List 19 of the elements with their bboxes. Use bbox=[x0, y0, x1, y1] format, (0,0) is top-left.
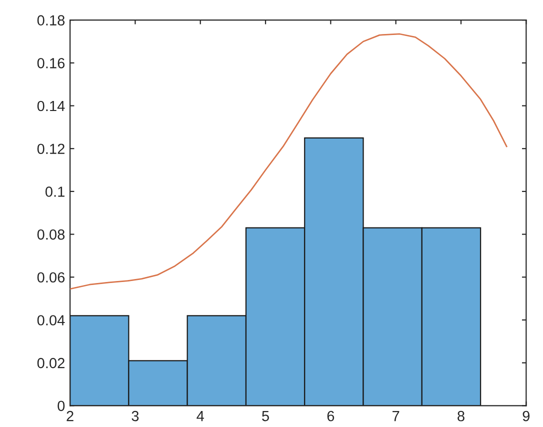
y-tick-label: 0.1 bbox=[45, 186, 64, 197]
y-tick-label: 0.12 bbox=[37, 144, 64, 154]
y-tick-label: 0.16 bbox=[37, 58, 65, 68]
x-tick-label: 7 bbox=[392, 411, 400, 422]
y-tick-label: 0.06 bbox=[37, 272, 65, 283]
x-tick-label: 5 bbox=[262, 411, 269, 422]
y-tick-label: 0.14 bbox=[37, 100, 65, 112]
x-tick-label: 6 bbox=[327, 410, 334, 422]
x-tick-label: 4 bbox=[196, 411, 204, 422]
y-tick-label: 0.04 bbox=[37, 315, 65, 326]
y-tick-label: 0 bbox=[58, 400, 65, 412]
x-tick-label: 9 bbox=[522, 410, 530, 422]
y-tick-label: 0.08 bbox=[37, 229, 65, 240]
y-tick-label: 0.18 bbox=[37, 15, 65, 26]
x-tick-label: 2 bbox=[66, 410, 74, 422]
line-series bbox=[70, 33, 508, 290]
x-tick-label: 3 bbox=[132, 410, 139, 422]
y-tick-label: 0.02 bbox=[37, 358, 64, 368]
x-tick-label: 8 bbox=[458, 410, 464, 422]
